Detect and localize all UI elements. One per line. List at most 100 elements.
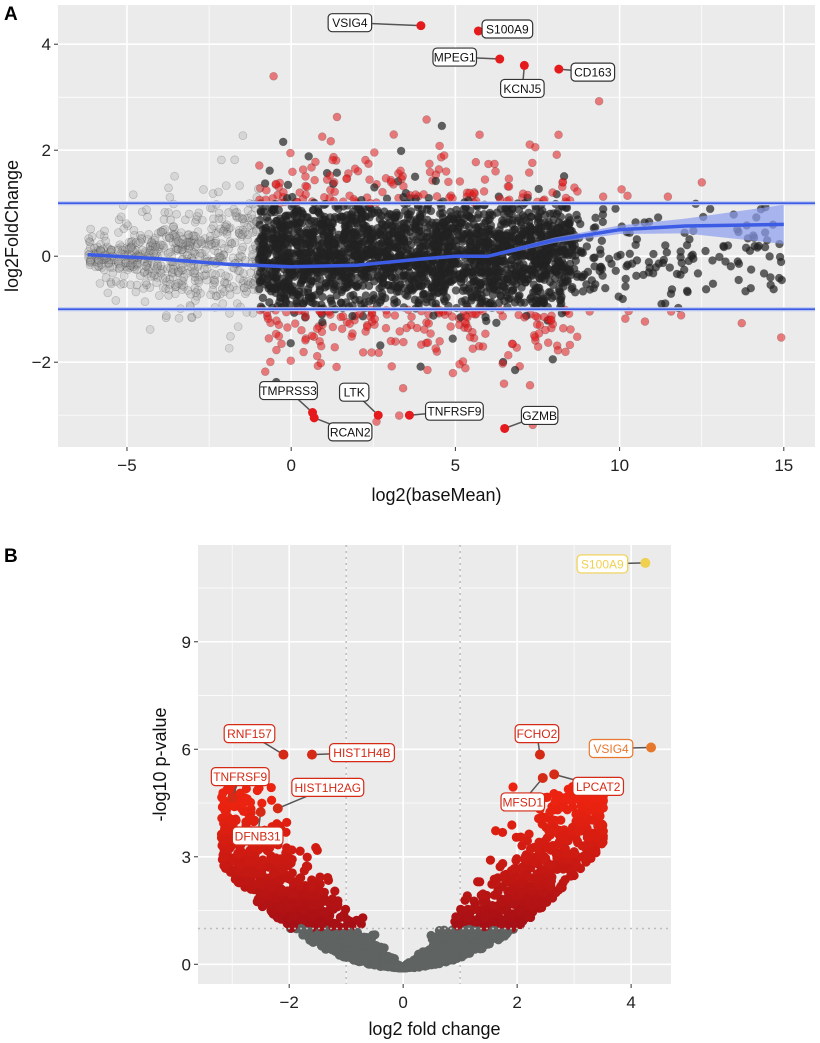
data-point xyxy=(117,242,126,252)
data-point xyxy=(514,310,524,320)
data-point xyxy=(87,232,97,241)
data-point xyxy=(170,230,180,239)
data-point xyxy=(394,249,404,259)
data-point xyxy=(225,237,235,246)
data-point xyxy=(428,298,437,307)
data-point xyxy=(145,283,155,292)
data-point xyxy=(194,208,204,218)
data-point xyxy=(311,157,320,167)
data-point xyxy=(389,130,399,139)
data-point xyxy=(457,272,466,282)
data-point xyxy=(206,290,215,300)
data-point xyxy=(631,240,640,250)
data-point xyxy=(539,294,549,303)
data-point xyxy=(546,227,556,237)
data-point xyxy=(168,222,178,232)
data-point xyxy=(170,280,180,289)
data-point xyxy=(235,181,244,190)
data-point xyxy=(435,267,445,276)
data-point xyxy=(475,130,484,140)
data-point xyxy=(481,329,490,339)
data-point xyxy=(441,167,451,176)
data-point xyxy=(99,231,109,241)
data-point xyxy=(474,240,484,250)
data-point xyxy=(162,277,171,287)
data-point xyxy=(445,193,454,202)
data-point xyxy=(490,159,499,169)
data-point xyxy=(177,276,186,285)
data-point xyxy=(186,239,195,248)
data-point xyxy=(621,314,630,323)
data-point xyxy=(158,265,167,274)
data-point xyxy=(246,278,256,287)
data-point xyxy=(448,368,458,378)
data-point xyxy=(523,911,533,921)
data-point xyxy=(197,239,207,248)
data-point xyxy=(227,239,236,248)
data-point xyxy=(231,208,240,218)
data-point xyxy=(315,872,325,882)
data-point xyxy=(187,313,197,323)
data-point xyxy=(507,886,517,896)
data-point xyxy=(122,263,132,272)
data-point xyxy=(598,192,608,201)
data-point xyxy=(150,233,160,243)
data-point xyxy=(158,227,167,237)
data-point xyxy=(105,262,115,272)
data-point xyxy=(429,287,439,296)
data-point xyxy=(337,324,347,334)
data-point xyxy=(556,212,566,222)
data-point xyxy=(365,935,376,945)
data-point xyxy=(149,261,159,270)
data-point xyxy=(215,252,225,262)
data-point xyxy=(137,235,147,244)
data-point xyxy=(114,257,123,267)
data-point xyxy=(116,212,126,222)
data-point xyxy=(314,241,324,251)
data-point xyxy=(399,337,408,347)
gene-label: LTK xyxy=(344,386,365,400)
data-point xyxy=(485,284,494,293)
data-point xyxy=(572,272,582,282)
data-point xyxy=(316,341,326,351)
x-tick-label: 10 xyxy=(610,456,629,475)
data-point xyxy=(283,276,293,286)
data-point xyxy=(230,155,239,165)
data-point xyxy=(135,271,145,281)
data-point xyxy=(287,221,297,230)
data-point xyxy=(242,287,251,296)
data-point xyxy=(435,336,444,346)
data-point xyxy=(361,221,371,231)
data-point xyxy=(107,245,116,255)
data-point xyxy=(174,266,183,276)
data-point xyxy=(142,262,151,271)
data-point xyxy=(153,273,162,282)
data-point xyxy=(211,229,221,238)
data-point xyxy=(538,206,547,215)
data-point xyxy=(548,188,557,197)
data-point xyxy=(358,348,368,357)
data-point xyxy=(264,334,274,343)
data-point xyxy=(377,292,387,301)
data-point xyxy=(197,249,207,258)
data-point xyxy=(178,234,187,244)
data-point xyxy=(471,157,481,167)
data-point xyxy=(116,262,126,271)
data-point xyxy=(705,204,715,214)
data-point xyxy=(143,235,152,244)
labeled-point xyxy=(500,423,510,433)
data-point xyxy=(228,253,238,263)
data-point xyxy=(210,275,220,285)
data-point xyxy=(192,239,202,249)
data-point xyxy=(202,264,212,274)
data-point xyxy=(392,297,402,307)
data-point xyxy=(171,238,181,248)
data-point xyxy=(235,266,244,276)
data-point xyxy=(518,267,528,277)
gene-label: TNFRSF9 xyxy=(427,405,481,419)
data-point xyxy=(370,148,379,157)
data-point xyxy=(329,279,339,289)
data-point xyxy=(270,256,280,266)
data-point xyxy=(201,239,211,249)
data-point xyxy=(161,284,171,294)
